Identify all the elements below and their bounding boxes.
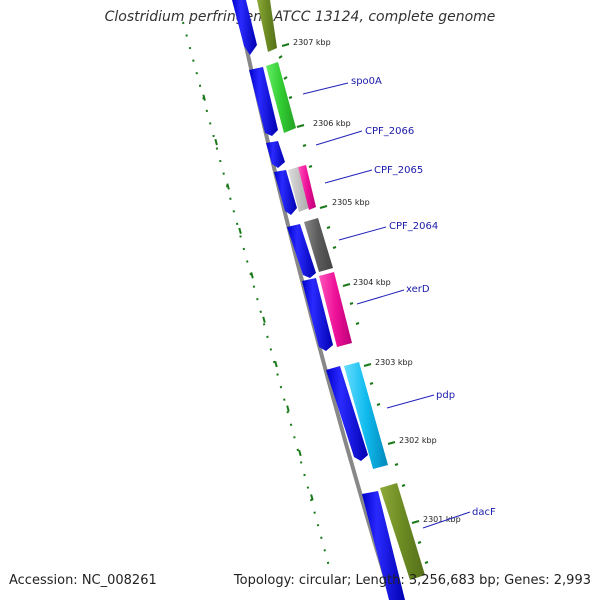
gene-feature	[232, 0, 257, 55]
gene-labels: spo0A CPF_2066 CPF_2065 CPF_2064 xerD pd…	[351, 76, 496, 518]
gene-label-cpf-2065: CPF_2065	[374, 165, 423, 176]
gene-feature	[266, 62, 296, 133]
gene-label-cpf-2064: CPF_2064	[389, 221, 438, 232]
gene-feature	[326, 366, 368, 461]
tick-marks	[278, 43, 429, 564]
tick-label: 2306 kbp	[313, 119, 351, 128]
tick-labels: 2307 kbp 2306 kbp 2305 kbp 2304 kbp 2303…	[293, 38, 461, 524]
gene-feature	[298, 165, 316, 210]
genome-summary-text: Topology: circular; Length: 3,256,683 bp…	[233, 573, 591, 588]
tick-label: 2301 kbp	[423, 515, 461, 524]
tick-label: 2305 kbp	[332, 198, 370, 207]
gene-feature	[362, 491, 405, 600]
map-title: Clostridium perfringens ATCC 13124, comp…	[104, 9, 496, 25]
gene-feature	[288, 167, 309, 212]
gene-label-pdp: pdp	[436, 390, 455, 401]
gene-feature	[266, 141, 285, 168]
label-leaders	[302, 82, 471, 529]
gene-label-dacf: dacF	[472, 507, 496, 518]
gene-feature	[344, 362, 388, 469]
gene-feature	[257, 0, 277, 52]
tick-label: 2307 kbp	[293, 38, 331, 47]
gene-label-xerd: xerD	[406, 284, 430, 295]
gene-feature	[287, 224, 316, 278]
gene-feature	[304, 218, 333, 272]
tick-label: 2302 kbp	[399, 436, 437, 445]
gene-feature	[302, 278, 333, 351]
gene-feature	[319, 272, 352, 347]
gene-label-cpf-2066: CPF_2066	[365, 126, 414, 137]
tick-label: 2304 kbp	[353, 278, 391, 287]
reverse-strand-genes	[232, 0, 405, 600]
gene-feature	[249, 67, 278, 136]
gene-label-spo0a: spo0A	[351, 76, 382, 87]
forward-strand-genes	[257, 0, 425, 580]
accession-text: Accession: NC_008261	[9, 573, 157, 588]
gene-feature	[274, 170, 297, 215]
tick-label: 2303 kbp	[375, 358, 413, 367]
gene-feature	[380, 483, 425, 580]
